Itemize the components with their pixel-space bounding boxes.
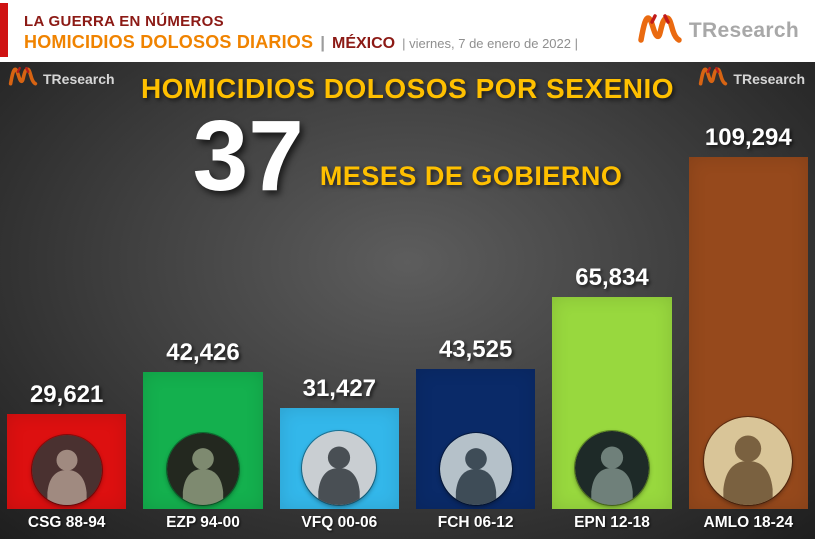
chart-title: HOMICIDIOS DOLOSOS POR SEXENIO xyxy=(140,73,675,104)
bar-value-label: 31,427 xyxy=(302,375,377,402)
header-title: HOMICIDIOS DOLOSOS DIARIOS xyxy=(24,32,314,52)
bar xyxy=(688,157,808,509)
president-photo xyxy=(31,435,102,505)
bar-category-label: CSG 88-94 xyxy=(27,514,106,531)
header-kicker: LA GUERRA EN NÚMEROS xyxy=(24,13,224,30)
brand-name: TResearch xyxy=(733,71,805,87)
bar xyxy=(143,372,263,509)
bar-chart: 29,621 CSG 88-94 42,426 EZP 94-00 31,427 VFQ … xyxy=(7,124,808,539)
brand-name: TResearch xyxy=(688,19,799,42)
bar-category-label: EZP 94-00 xyxy=(166,514,240,531)
bar-category-label: EPN 12-18 xyxy=(574,514,650,531)
bar-category-label: AMLO 18-24 xyxy=(703,514,794,531)
header-text-block: LA GUERRA EN NÚMEROS HOMICIDIOS DOLOSOS … xyxy=(0,9,637,53)
president-photo xyxy=(166,433,239,505)
bar-category-label: FCH 06-12 xyxy=(437,514,514,531)
bar-column: 43,525 FCH 06-12 xyxy=(415,336,536,539)
bar-column: 42,426 EZP 94-00 xyxy=(143,339,263,539)
bar xyxy=(279,408,399,509)
tresearch-logo-icon xyxy=(698,66,728,92)
tresearch-logo-icon xyxy=(8,66,38,92)
bar xyxy=(552,297,672,509)
bar-value-label: 65,834 xyxy=(575,264,649,291)
brand-name: TResearch xyxy=(43,71,115,87)
header-accent-bar xyxy=(0,3,8,57)
header-subtitle-row: HOMICIDIOS DOLOSOS DIARIOS | MÉXICO | vi… xyxy=(24,32,637,53)
brand-logo: TResearch xyxy=(637,13,815,50)
bar-value-label: 109,294 xyxy=(704,124,792,151)
bar-column: 31,427 VFQ 00-06 xyxy=(279,375,399,539)
bar xyxy=(7,414,127,509)
corner-logo-right: TResearch xyxy=(698,66,805,92)
bar-category-label: VFQ 00-06 xyxy=(301,514,378,531)
chart-area: TResearch TResearch HOMICIDIOS DOLOSOS P… xyxy=(0,62,815,539)
bar-column: 65,834 EPN 12-18 xyxy=(552,264,672,539)
header: LA GUERRA EN NÚMEROS HOMICIDIOS DOLOSOS … xyxy=(0,0,815,62)
bar-value-label: 43,525 xyxy=(438,336,513,363)
corner-logo-left: TResearch xyxy=(8,66,115,92)
president-photo xyxy=(439,433,512,505)
president-photo xyxy=(302,431,377,505)
president-photo xyxy=(704,417,793,505)
header-separator: | xyxy=(320,33,325,52)
header-date: | viernes, 7 de enero de 2022 | xyxy=(402,36,578,51)
bar xyxy=(415,369,536,509)
bar-column: 29,621 CSG 88-94 xyxy=(7,381,127,539)
header-country: MÉXICO xyxy=(331,35,396,52)
president-photo xyxy=(574,431,649,505)
bar-value-label: 29,621 xyxy=(29,381,104,408)
bar-value-label: 42,426 xyxy=(166,339,240,366)
tresearch-logo-icon xyxy=(637,13,683,50)
bar-column: 109,294 AMLO 18-24 xyxy=(688,124,808,539)
